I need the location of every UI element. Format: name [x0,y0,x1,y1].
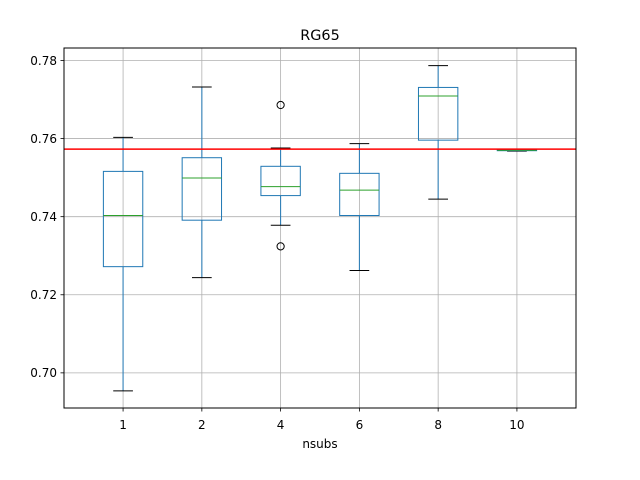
box-4 [260,100,301,251]
y-tick-label: 0.78 [30,54,57,68]
x-tick-label: 4 [277,418,285,432]
iqr-box [417,86,459,141]
y-tick-label: 0.72 [30,288,57,302]
iqr-box [339,172,380,217]
box-6 [339,143,380,272]
outlier-point [276,242,285,251]
x-tick-label: 2 [198,418,206,432]
y-tick-label: 0.70 [30,366,57,380]
box-8 [417,65,459,200]
plot-area [64,48,576,408]
iqr-box [102,170,144,268]
iqr-box [260,165,301,197]
plot-frame [63,47,577,409]
x-tick-label: 1 [119,418,127,432]
boxes [102,65,538,392]
axis-ticks: 1 2 4 6 8 10 0.70 0.72 0.74 0.76 0.78 [30,54,524,432]
x-tick-label: 8 [434,418,442,432]
chart-title: RG65 [300,28,339,44]
y-tick-label: 0.74 [30,210,57,224]
box-2 [181,86,223,279]
x-tick-label: 6 [356,418,364,432]
x-axis-label: nsubs [302,437,337,451]
y-tick-label: 0.76 [30,132,57,146]
box-1 [102,136,144,392]
iqr-box [181,157,223,221]
x-tick-label: 10 [509,418,524,432]
outlier-point [276,100,285,110]
